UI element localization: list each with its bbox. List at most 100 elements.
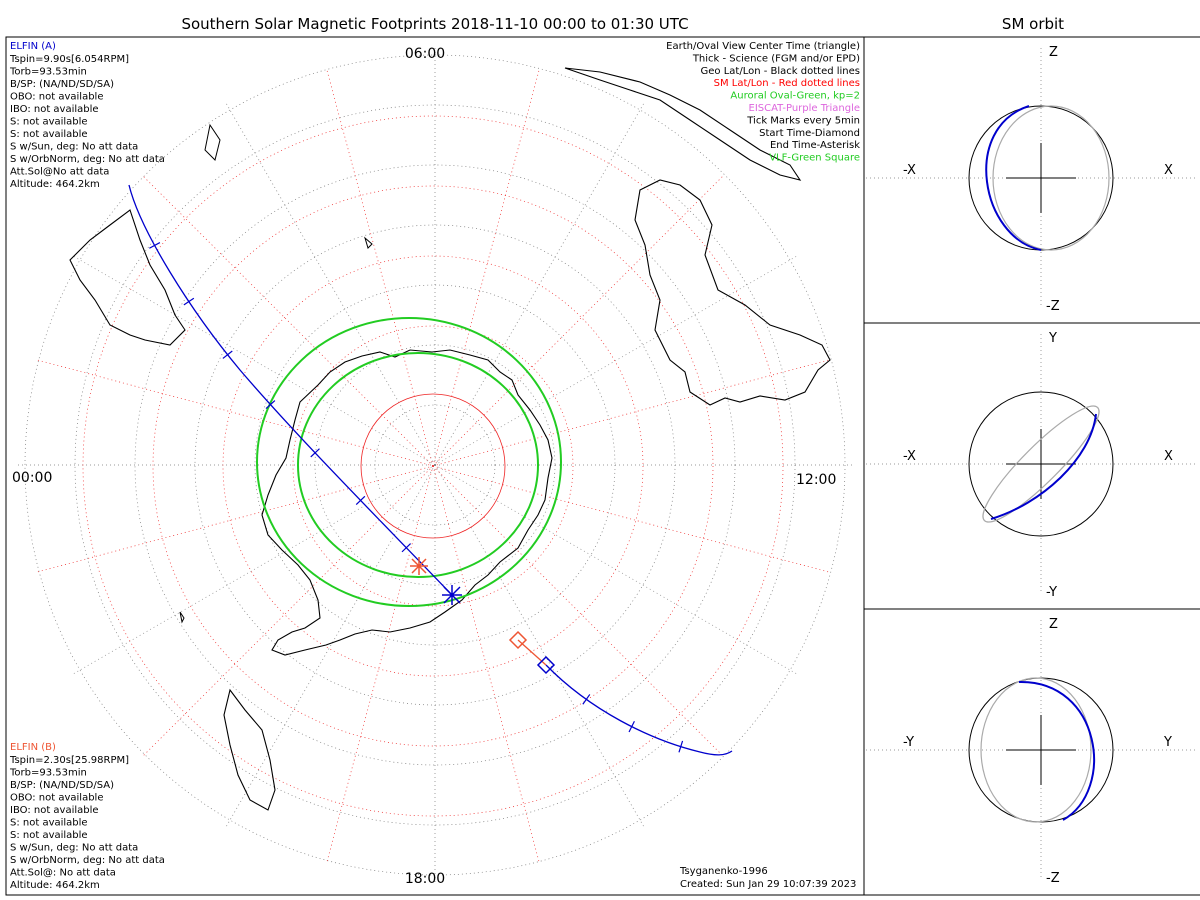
legend: Earth/Oval View Center Time (triangle)Th… (666, 41, 860, 164)
orbit-b-path (992, 105, 1110, 251)
info-line: B/SP: (NA/ND/SD/SA) (10, 780, 114, 791)
tick-mark (183, 297, 195, 306)
sm-pole-circle (360, 393, 506, 539)
legend-entry: Geo Lat/Lon - Black dotted lines (701, 66, 860, 77)
orbit-a-path (1018, 680, 1095, 821)
geo-longitude-line (434, 254, 799, 466)
sm-longitude-line (432, 465, 540, 863)
info-line: S w/Sun, deg: No att data (10, 142, 138, 153)
orbit-panel: Z -Z -X X (866, 45, 1198, 314)
axis-label-left: -X (903, 449, 916, 464)
legend-entry: Earth/Oval View Center Time (triangle) (666, 41, 860, 52)
axis-label-bottom: -Y (1046, 585, 1057, 600)
info-line: OBO: not available (10, 92, 104, 103)
geo-longitude-line (224, 464, 436, 829)
tick-mark (222, 350, 233, 359)
auroral-oval-outer (256, 317, 562, 607)
elfin-a-end-asterisk (442, 585, 462, 605)
info-line: OBO: not available (10, 793, 104, 804)
info-line: Torb=93.53min (9, 768, 87, 779)
sm-longitude-line (432, 465, 724, 757)
elfin-a-track-2 (545, 664, 733, 756)
axis-label-top: Z (1049, 617, 1058, 632)
info-line: Tspin=9.90s[6.054RPM] (9, 54, 129, 65)
info-line: Altitude: 464.2km (10, 880, 100, 891)
elfin-a-info: ELFIN (A) Tspin=9.90s[6.054RPM] Torb=93.5… (9, 41, 165, 190)
info-line: B/SP: (NA/ND/SD/SA) (10, 79, 114, 90)
geo-lat-lon-grid (15, 45, 855, 885)
legend-entry: Tick Marks every 5min (746, 115, 860, 126)
sm-longitude-line (432, 359, 830, 467)
geo-longitude-line (71, 464, 436, 676)
elfin-b-end-asterisk (410, 557, 428, 575)
axis-label-right: X (1164, 449, 1173, 464)
mlt-label-0600: 06:00 (405, 46, 445, 62)
elfin-a-track-1 (128, 184, 453, 596)
tick-mark (355, 495, 366, 506)
legend-entry: Thick - Science (FGM and/or EPD) (692, 53, 860, 64)
info-line: Altitude: 464.2km (10, 179, 100, 190)
sm-longitude-line (432, 465, 830, 573)
sm-longitude-line (326, 69, 434, 467)
sm-longitude-line (432, 69, 540, 467)
elfin-b-start-diamond (508, 630, 528, 650)
tick-mark (628, 720, 635, 733)
legend-entry: VLF-Green Square (769, 153, 860, 164)
axis-label-top: Y (1048, 331, 1057, 346)
axis-label-bottom: -Z (1046, 871, 1060, 886)
info-line: Att.Sol@: No att data (10, 868, 116, 879)
info-line: IBO: not available (10, 805, 99, 816)
geo-longitude-line (224, 101, 436, 466)
sm-longitude-line (36, 465, 434, 573)
tick-mark (678, 740, 684, 753)
info-line: S: not available (10, 818, 88, 829)
tick-mark (149, 242, 161, 249)
sm-lat-lon-grid (36, 69, 830, 863)
sm-latitude-circle (152, 185, 714, 747)
sm-longitude-line (326, 465, 434, 863)
info-line: S w/OrbNorm, deg: No att data (10, 154, 165, 165)
orbit-b-path (982, 405, 1100, 523)
info-line: Torb=93.53min (9, 67, 87, 78)
geo-longitude-line (434, 464, 799, 676)
map-frame (5, 36, 865, 896)
legend-entry: Start Time-Diamond (759, 128, 860, 139)
geo-latitude-circle (24, 54, 846, 876)
orbit-a-path (985, 105, 1042, 251)
orbit-b-path (980, 677, 1092, 823)
axis-label-top: Z (1049, 45, 1058, 60)
legend-entry: EISCAT-Purple Triangle (749, 103, 861, 114)
legend-entry: End Time-Asterisk (770, 140, 860, 151)
tick-mark (265, 400, 276, 410)
geo-longitude-line (71, 254, 436, 466)
axis-label-left: -X (903, 163, 916, 178)
sm-latitude-circle (82, 115, 784, 817)
elfin-b-name: ELFIN (B) (10, 742, 56, 753)
auroral-oval-inner (297, 352, 539, 578)
info-line: Att.Sol@No att data (10, 167, 109, 178)
info-line: IBO: not available (10, 104, 99, 115)
info-line: Tspin=2.30s[25.98RPM] (9, 755, 129, 766)
info-line: S: not available (10, 830, 88, 841)
africa-coastline (223, 688, 276, 811)
info-line: S w/Sun, deg: No att data (10, 843, 138, 854)
sm-orbit-panels: Z -Z -X X Y -Y -X X Z -Z -Y Y (866, 45, 1198, 886)
info-line: S: not available (10, 117, 88, 128)
tick-mark (582, 694, 591, 705)
axis-label-bottom: -Z (1046, 299, 1060, 314)
sm-latitude-circle (222, 255, 644, 677)
mlt-label-1200: 12:00 (796, 472, 836, 488)
island-coastline (179, 123, 373, 624)
elfin-a-start-diamond (536, 655, 556, 675)
track-tick-marks (149, 242, 684, 753)
tick-mark (401, 543, 412, 553)
polar-plot: 06:00 00:00 12:00 18:00 (12, 45, 855, 887)
mlt-label-1800: 18:00 (405, 871, 445, 887)
info-line: S w/OrbNorm, deg: No att data (10, 855, 165, 866)
axis-label-right: Y (1163, 735, 1172, 750)
info-line: S: not available (10, 129, 88, 140)
elfin-a-name: ELFIN (A) (10, 41, 56, 52)
elfin-b-info: ELFIN (B) Tspin=2.30s[25.98RPM] Torb=93.5… (9, 742, 165, 891)
sm-longitude-line (142, 175, 434, 467)
